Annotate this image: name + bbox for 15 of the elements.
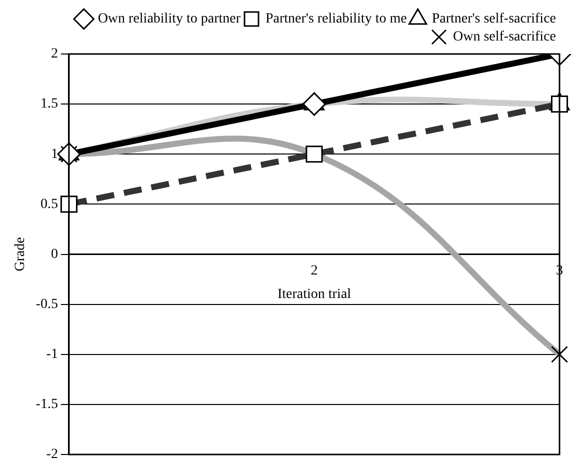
y-tick-label: -1 [46,347,58,362]
y-tick-label: -0.5 [36,296,58,312]
y-axis-title: Grade [13,237,28,272]
legend-label: Own reliability to partner [98,12,241,27]
y-tick-label: 2 [50,46,58,62]
y-tick-label: 1.5 [40,96,58,112]
y-tick-label: 0 [50,246,58,262]
x-axis-title: Iteration trial [277,287,352,302]
legend-label: Partner's self-sacrifice [432,12,556,27]
y-tick-label: 1 [50,146,58,162]
y-tick-label: -1.5 [36,397,58,412]
legend-label: Partner's reliability to me [266,12,407,27]
y-tick-label: 0.5 [40,196,58,212]
legend-label: Own self-sacrifice [452,30,556,45]
y-tick-label: -2 [46,447,58,462]
